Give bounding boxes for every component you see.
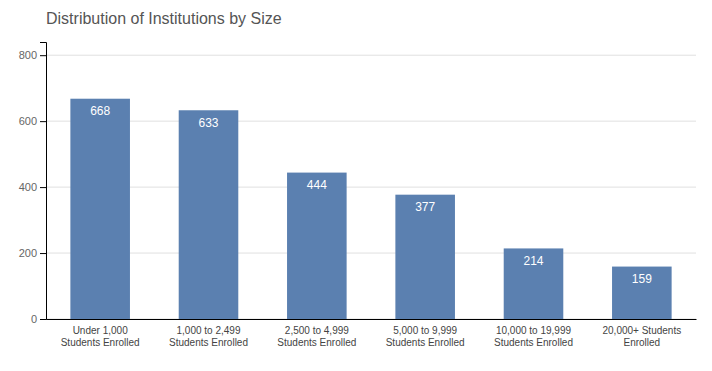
title: Distribution of Institutions by Size: [46, 10, 282, 27]
x-tick-label: 20,000+ StudentsEnrolled: [602, 325, 681, 348]
x-tick: 5,000 to 9,999Students Enrolled: [386, 325, 465, 348]
y-tick: 800: [19, 49, 46, 61]
x-tick-label-line: 10,000 to 19,999: [496, 325, 572, 336]
data-label: 633: [198, 116, 218, 130]
x-tick-label-line: 1,000 to 2,499: [177, 325, 241, 336]
grid-line: [46, 187, 696, 188]
plot-area: 0200400600800Under 1,000Students Enrolle…: [19, 43, 697, 349]
y-tick: 400: [19, 181, 46, 193]
y-tick-label: 600: [19, 115, 37, 127]
grid-line: [46, 319, 696, 320]
data-label: 668: [90, 104, 110, 118]
data-label: 377: [415, 200, 435, 214]
grid-line: [46, 121, 696, 122]
x-tick-label-line: Students Enrolled: [169, 337, 248, 348]
y-tick-mark: [40, 187, 46, 188]
grid: [46, 55, 696, 319]
x-tick-label: 5,000 to 9,999Students Enrolled: [386, 325, 465, 348]
y-tick-label: 200: [19, 247, 37, 259]
x-tick-label-line: Under 1,000: [73, 325, 128, 336]
y-tick: 200: [19, 247, 46, 259]
x-tick-label-line: 5,000 to 9,999: [393, 325, 457, 336]
x-tick-label: 10,000 to 19,999Students Enrolled: [494, 325, 573, 348]
y-tick-label: 800: [19, 49, 37, 61]
data-label: 159: [632, 272, 652, 286]
x-tick: 1,000 to 2,499Students Enrolled: [169, 325, 248, 348]
bar: [612, 267, 672, 319]
x-tick-label-line: Students Enrolled: [61, 337, 140, 348]
y-tick: 600: [19, 115, 46, 127]
x-tick: 10,000 to 19,999Students Enrolled: [494, 325, 573, 348]
y-tick-mark: [40, 319, 46, 320]
x-tick: Under 1,000Students Enrolled: [61, 325, 140, 348]
x-tick-label: 2,500 to 4,999Students Enrolled: [277, 325, 356, 348]
y-tick-mark: [40, 253, 46, 254]
y-tick-label: 400: [19, 181, 37, 193]
x-tick-label: Under 1,000Students Enrolled: [61, 325, 140, 348]
x-tick-label-line: Students Enrolled: [386, 337, 465, 348]
y-tick: 0: [31, 313, 46, 325]
bar: [287, 173, 347, 319]
x-tick: 20,000+ StudentsEnrolled: [602, 325, 681, 348]
bar: [504, 248, 564, 319]
y-tick-mark: [40, 121, 46, 122]
bar: [70, 99, 130, 319]
x-axis-line: [47, 319, 697, 320]
bars: [70, 99, 671, 319]
x-axis: Under 1,000Students Enrolled1,000 to 2,4…: [47, 320, 697, 349]
data-labels: 668 633 444 377 214 159: [90, 104, 652, 286]
y-axis-line: [40, 43, 47, 320]
x-tick-label-line: Enrolled: [623, 337, 660, 348]
grid-line: [46, 253, 696, 254]
x-tick-label-line: Students Enrolled: [277, 337, 356, 348]
y-tick-label: 0: [31, 313, 37, 325]
x-tick: 2,500 to 4,999Students Enrolled: [277, 325, 356, 348]
x-tick-label-line: Students Enrolled: [494, 337, 573, 348]
grid-line: [46, 55, 696, 56]
data-label: 214: [523, 254, 543, 268]
data-label: 444: [307, 178, 327, 192]
y-tick-mark: [40, 55, 46, 56]
chart-svg: 0200400600800Under 1,000Students Enrolle…: [0, 0, 712, 371]
bar: [395, 195, 455, 319]
x-tick-label-line: 2,500 to 4,999: [285, 325, 349, 336]
x-tick-label: 1,000 to 2,499Students Enrolled: [169, 325, 248, 348]
y-axis: 0 200 400 600 800: [19, 43, 47, 326]
bar: [179, 110, 239, 319]
x-tick-label-line: 20,000+ Students: [602, 325, 681, 336]
